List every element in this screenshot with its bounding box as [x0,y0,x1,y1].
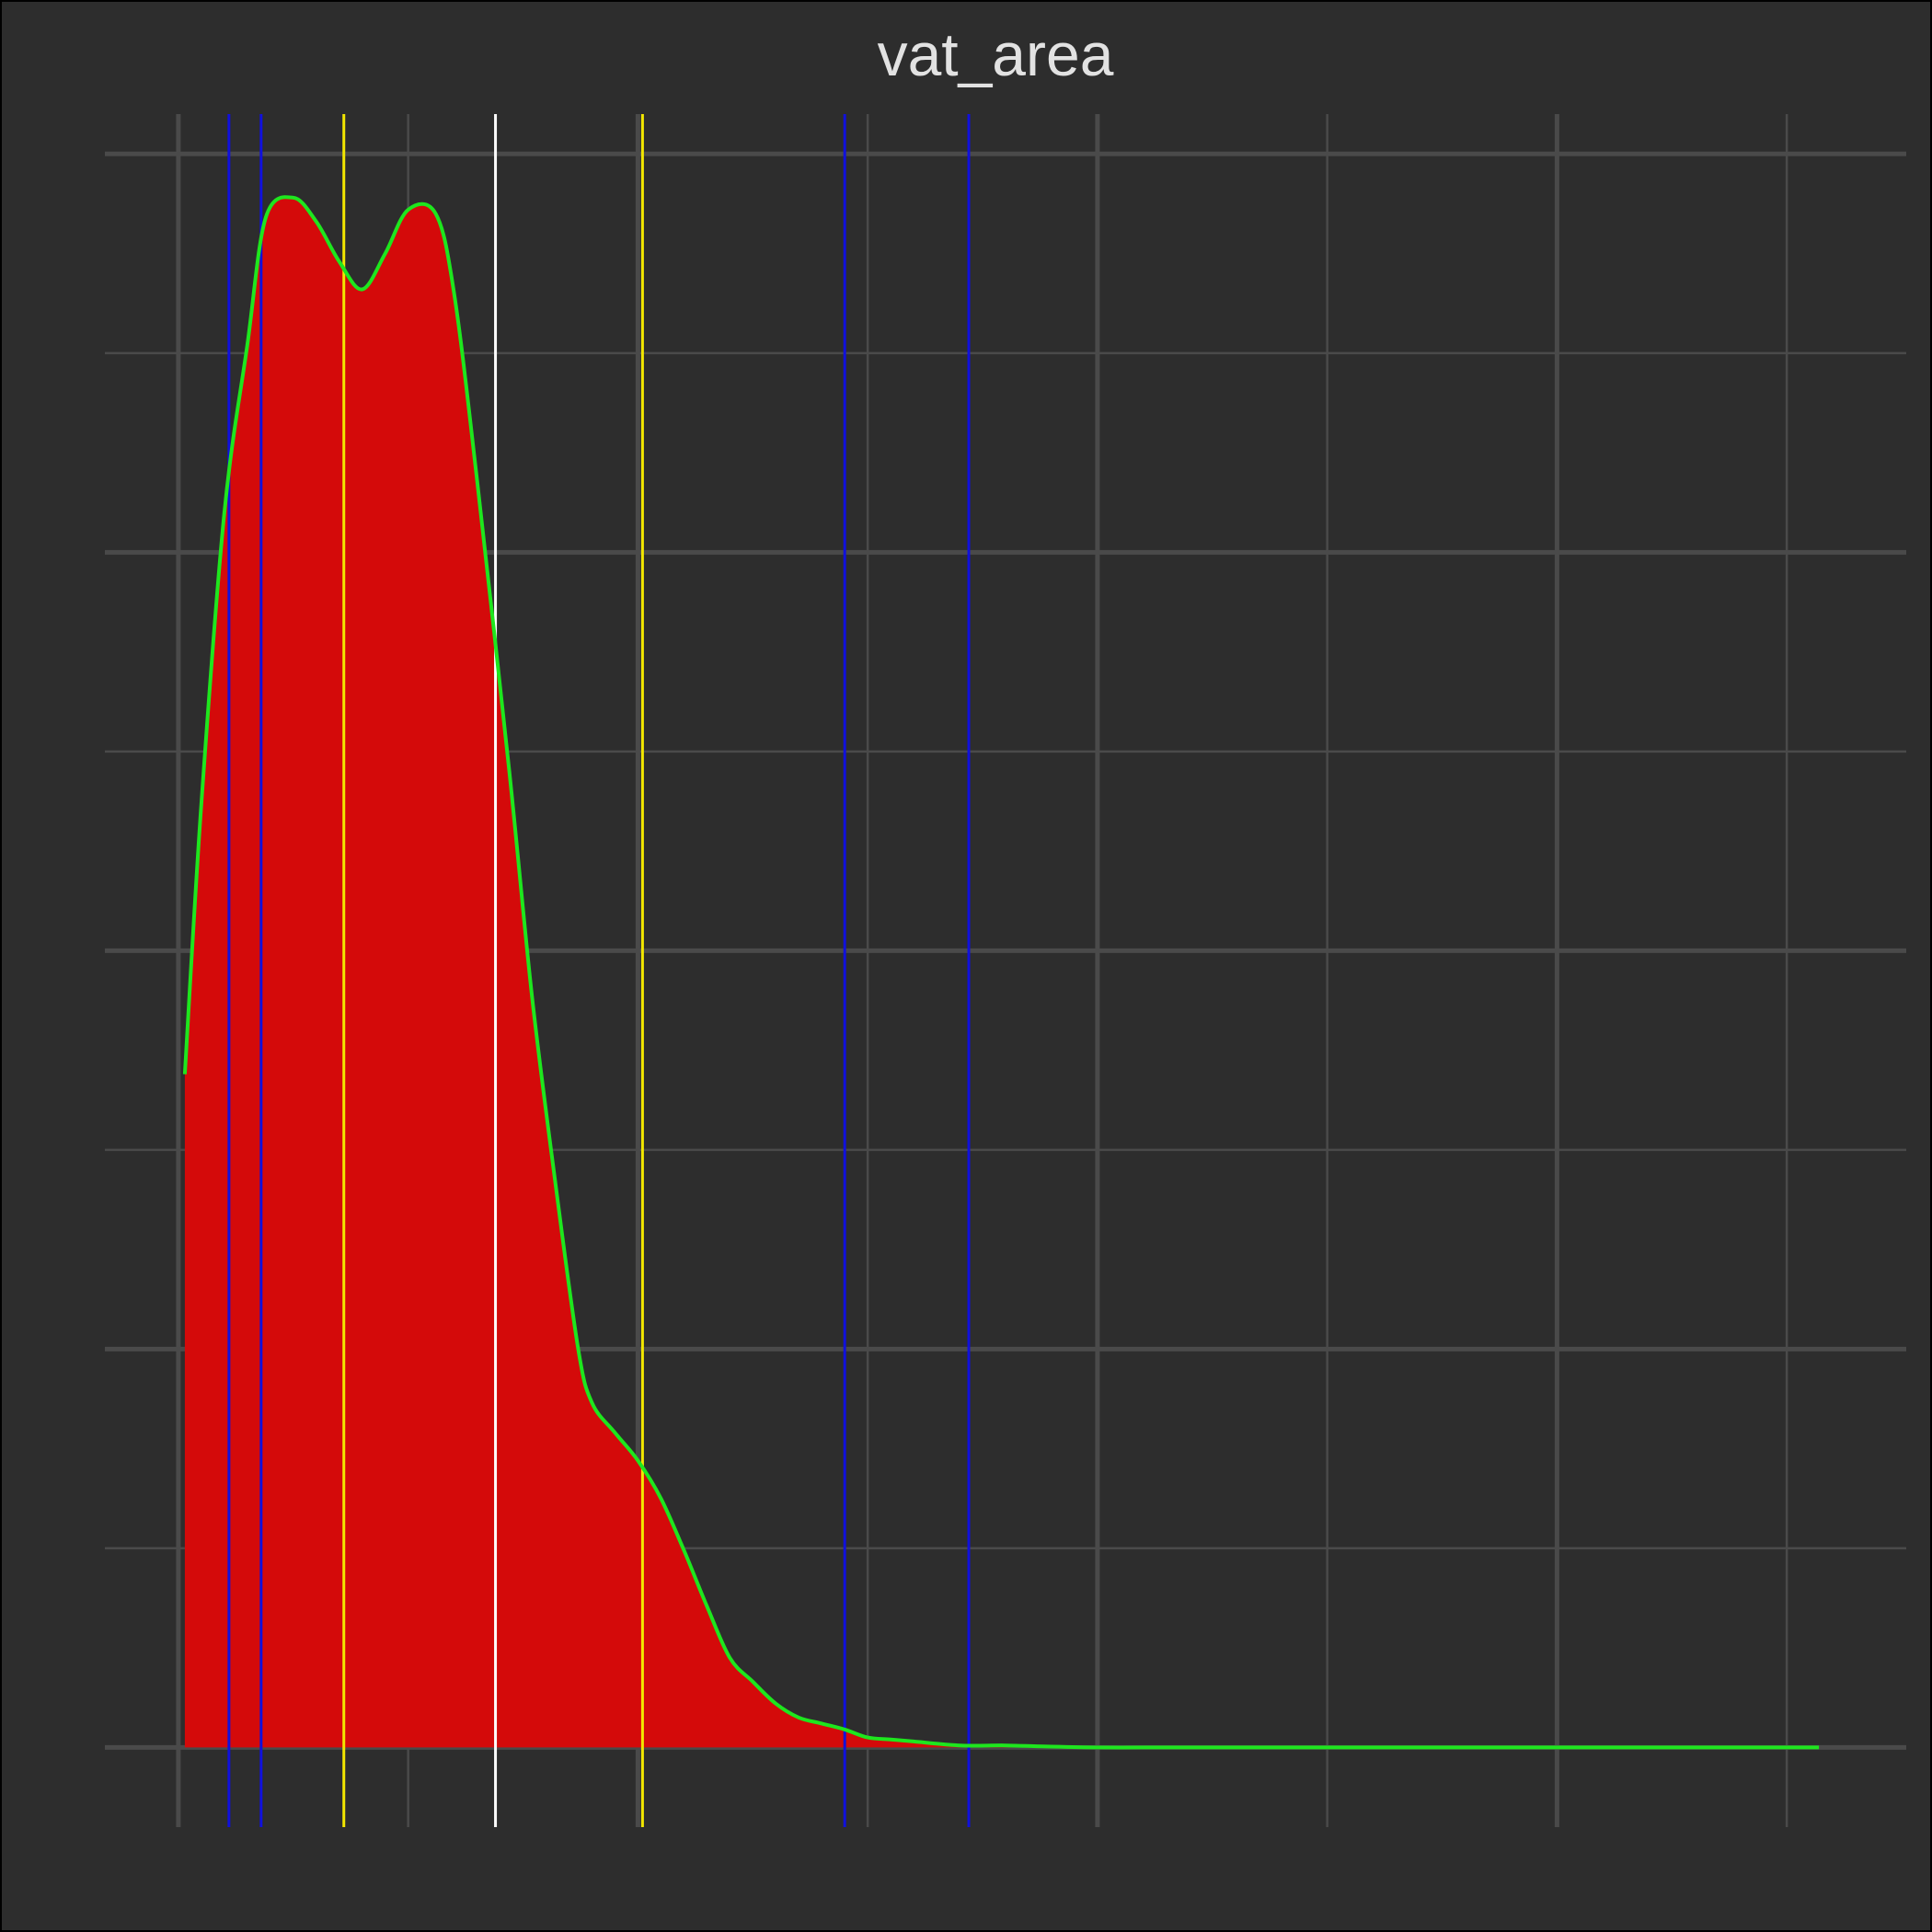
density-area [184,197,1820,1748]
density-fill [184,197,1820,1748]
chart-title: vat_area [878,20,1114,88]
vertical-markers [227,114,971,1827]
density-curve [182,195,1820,1750]
density-line [182,195,1820,1750]
